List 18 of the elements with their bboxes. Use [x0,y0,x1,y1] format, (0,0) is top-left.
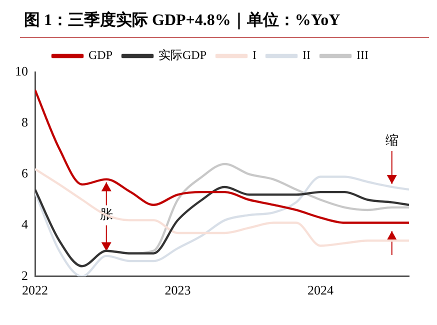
legend-label: II [302,48,311,62]
line-series [35,186,409,268]
y-tick-label: 8 [22,114,28,130]
y-tick-label: 4 [22,216,28,232]
x-tick-label: 2022 [22,282,48,298]
legend-label: GDP [88,48,113,62]
y-tick-label: 2 [22,268,28,283]
y-tick-label: 10 [15,63,28,78]
line-series [35,88,409,224]
legend-label: 实际GDP [158,48,207,62]
x-tick-label: 2023 [164,282,191,298]
line-series [35,168,409,247]
y-tick-label: 6 [22,166,28,181]
annotation: 缩 [385,132,398,148]
legend-label: I [252,48,257,62]
legend-label: III [356,48,369,62]
x-tick-label: 2024 [307,282,334,298]
chart-title: 图 1：三季度实际 GDP+4.8%｜单位：%YoY [23,10,342,32]
